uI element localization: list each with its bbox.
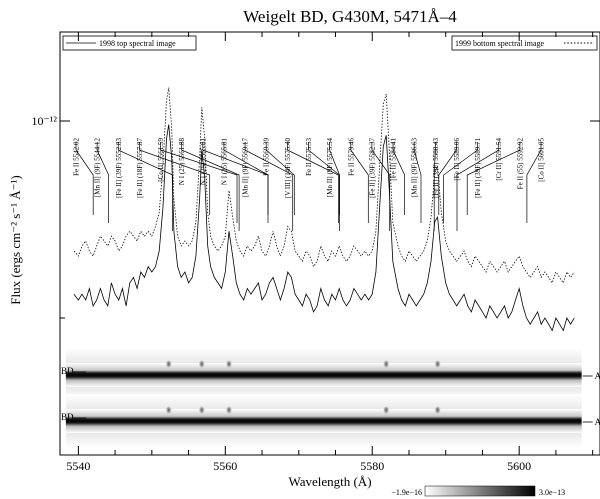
line-id-marker bbox=[438, 142, 457, 215]
legend-right-label: 1999 bottom spectral image bbox=[455, 39, 545, 48]
line-id-marker bbox=[287, 142, 339, 223]
line-id-marker bbox=[244, 142, 294, 231]
line-id-label: Fe II 5575.53 bbox=[305, 138, 313, 176]
x-axis-label: Wavelength (Å) bbox=[288, 474, 371, 489]
line-id-marker bbox=[96, 142, 109, 223]
spectral-image-knot bbox=[198, 360, 205, 368]
line-id-marker bbox=[526, 142, 542, 223]
line-id-label: Fe II 5579.46 bbox=[347, 138, 355, 176]
line-id-marker bbox=[308, 142, 340, 231]
spectral-image-knot bbox=[165, 360, 172, 368]
line-id-marker bbox=[117, 142, 173, 231]
line-id-marker bbox=[160, 142, 238, 223]
line-id-marker bbox=[265, 142, 295, 215]
line-id-marker bbox=[223, 142, 269, 223]
colorbar-min-label: −1.9e−16 bbox=[391, 488, 422, 497]
line-id-marker bbox=[181, 142, 240, 231]
line-id-marker bbox=[75, 142, 94, 215]
series-line-1999 bbox=[73, 87, 575, 284]
legend-right: 1999 bottom spectral image bbox=[451, 35, 598, 51]
a-label: A bbox=[595, 371, 600, 381]
line-id-label: N I (25) 5565.81 bbox=[220, 138, 228, 186]
spectral-images: BD A BD A bbox=[61, 348, 600, 448]
plot-frame bbox=[59, 31, 600, 456]
spectral-image: BD A bbox=[61, 348, 600, 402]
line-id-marker bbox=[350, 142, 369, 223]
x-axis-ticks: 5540 5560 5580 5600 bbox=[66, 32, 594, 473]
spectra bbox=[73, 87, 575, 332]
colorbar-max-label: 3.0e−13 bbox=[539, 488, 565, 497]
line-id-marker bbox=[443, 142, 478, 223]
bd-label: BD bbox=[61, 412, 74, 422]
spectral-image-trace bbox=[65, 363, 582, 387]
line-id-label: [Fe II] (39F) 5589.71 bbox=[474, 138, 482, 198]
line-id-label: [Mn II] (9F) 5586.63 bbox=[411, 138, 419, 198]
spectral-image: BD A bbox=[61, 394, 600, 448]
line-id-label: [Fe II] (18F) 5557.87 bbox=[136, 138, 144, 198]
line-id-label: [Fe II] 5589.06 bbox=[453, 138, 461, 181]
line-id-label: [Mn II] (9F) 5575.54 bbox=[326, 138, 334, 198]
series-line-1998 bbox=[73, 124, 575, 332]
spectral-image-knot bbox=[165, 406, 172, 414]
colorbar: −1.9e−16 3.0e−13 bbox=[391, 485, 565, 497]
legend-left-label: 1998 top spectral image bbox=[99, 39, 176, 48]
line-id-marker bbox=[202, 142, 269, 215]
line-id-label: Fe II 5569.39 bbox=[263, 138, 271, 176]
y-tick-label: 10⁻¹² bbox=[31, 114, 57, 128]
line-id-label: [Mn II] (9F) 5544.12 bbox=[94, 138, 102, 198]
spectral-image-knot bbox=[434, 406, 441, 414]
line-id-label: N I (25) 5561.88 bbox=[178, 138, 186, 186]
line-id-marker bbox=[466, 142, 521, 215]
x-tick-label: 5560 bbox=[213, 459, 237, 473]
line-id-label: [Mn II] (9F) 5569.17 bbox=[242, 138, 250, 198]
line-id-label: [Co II] 5601.05 bbox=[538, 138, 546, 182]
line-id-label: [Fe II] (39F) 5582.37 bbox=[368, 138, 376, 198]
line-id-label: Fe II (55) 5592.92 bbox=[516, 138, 524, 190]
spectral-image-knot bbox=[225, 360, 232, 368]
line-id-marker bbox=[433, 142, 436, 231]
line-id-label: [Fe II] (39F) 5588.43 bbox=[432, 138, 440, 198]
line-id-marker bbox=[329, 142, 340, 215]
spectral-image-trace bbox=[65, 409, 582, 433]
line-identifications: Fe II 5542.02 [Mn II] (9F) 5544.12 [Fe II]… bbox=[73, 138, 546, 231]
spectral-image-knot bbox=[198, 406, 205, 414]
legend-left: 1998 top spectral image bbox=[62, 35, 197, 51]
line-id-label: [Fe II] 5584.41 bbox=[390, 138, 398, 181]
line-id-label: Fe II 5542.02 bbox=[73, 138, 81, 176]
spectral-image-knot bbox=[383, 360, 390, 368]
x-tick-label: 5600 bbox=[507, 459, 531, 473]
line-id-marker bbox=[456, 142, 500, 231]
line-id-marker bbox=[413, 142, 422, 223]
spectral-image-knot bbox=[225, 406, 232, 414]
line-id-label: [Co II] 5561.59 bbox=[157, 138, 165, 182]
x-tick-label: 5580 bbox=[360, 459, 384, 473]
line-id-label: [Fe II] (39F) 5552.83 bbox=[115, 138, 123, 198]
line-id-label: [Cr II] 5591.54 bbox=[495, 138, 503, 181]
line-id-label: [V III] (14F) 5575.40 bbox=[284, 138, 292, 199]
spectral-image-knot bbox=[434, 360, 441, 368]
line-id-marker bbox=[139, 142, 211, 215]
line-id-marker bbox=[392, 142, 405, 215]
a-label: A bbox=[595, 417, 600, 427]
chart-title: Weigelt BD, G430M, 5471Å–4 bbox=[243, 7, 457, 26]
spectral-image-knot bbox=[383, 406, 390, 414]
bd-label: BD bbox=[61, 366, 74, 376]
x-tick-label: 5540 bbox=[66, 459, 90, 473]
y-axis-label: Flux (ergs cm⁻² s⁻¹ Å⁻¹) bbox=[8, 175, 23, 305]
